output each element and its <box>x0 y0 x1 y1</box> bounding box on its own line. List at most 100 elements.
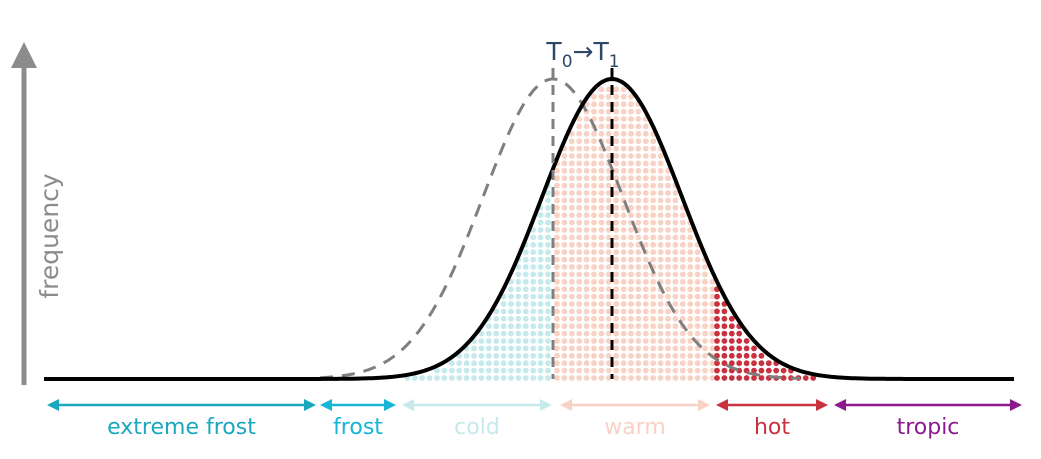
warm-dot <box>576 204 583 211</box>
hot-dot <box>736 330 743 337</box>
warm-dot <box>561 153 568 159</box>
warm-dot <box>576 123 583 130</box>
cold-dot <box>500 360 507 367</box>
warm-dot <box>613 116 620 122</box>
warm-dot <box>635 123 642 130</box>
warm-dot <box>687 278 694 285</box>
cold-dot <box>500 352 507 359</box>
warm-dot <box>598 101 605 108</box>
warm-dot <box>687 264 694 270</box>
warm-dot <box>687 241 694 248</box>
warm-dot <box>657 241 664 248</box>
warm-dot <box>605 323 612 330</box>
warm-dot <box>628 108 634 115</box>
warm-dot <box>576 375 583 381</box>
cold-dot <box>530 352 537 359</box>
warm-dot <box>694 375 701 381</box>
cold-dot <box>545 227 551 233</box>
warm-dot <box>642 338 649 344</box>
warm-dot <box>657 367 664 374</box>
warm-dot <box>554 360 560 367</box>
warm-dot <box>591 345 597 352</box>
warm-dot <box>642 153 649 159</box>
warm-dot <box>583 315 590 322</box>
warm-dot <box>650 367 657 374</box>
warm-dot <box>650 352 657 359</box>
warm-dot <box>657 167 664 174</box>
warm-dot <box>679 338 686 344</box>
warm-dot <box>605 256 612 263</box>
cold-dot <box>522 338 529 344</box>
cold-dot <box>545 271 551 278</box>
cold-dot <box>530 271 537 278</box>
warm-dot <box>554 219 560 226</box>
warm-dot <box>642 308 649 315</box>
warm-dot <box>583 308 590 315</box>
warm-dot <box>561 212 568 219</box>
warm-dot <box>650 138 657 145</box>
warm-dot <box>605 190 612 196</box>
warm-dot <box>665 182 671 189</box>
warm-dot <box>620 345 627 352</box>
warm-dot <box>568 249 575 256</box>
warm-dot <box>591 108 597 115</box>
cold-dot <box>441 367 448 374</box>
warm-dot <box>620 175 627 182</box>
cold-dot <box>500 301 507 307</box>
cold-dot <box>522 264 529 270</box>
warm-dot <box>620 249 627 256</box>
warm-dot <box>672 227 679 233</box>
warm-dot <box>628 301 634 307</box>
warm-dot <box>598 293 605 300</box>
warm-dot <box>709 308 716 315</box>
warm-dot <box>568 182 575 189</box>
cold-dot <box>515 375 522 381</box>
warm-dot <box>576 190 583 196</box>
cold-dot <box>522 271 529 278</box>
warm-dot <box>665 241 671 248</box>
warm-dot <box>628 264 634 270</box>
cold-dot <box>493 345 500 352</box>
cold-dot <box>515 301 522 307</box>
warm-dot <box>561 330 568 337</box>
warm-dot <box>598 204 605 211</box>
warm-dot <box>635 167 642 174</box>
warm-dot <box>657 204 664 211</box>
warm-dot <box>665 212 671 219</box>
t0-symbol: T <box>545 37 562 66</box>
cold-dot <box>515 271 522 278</box>
warm-dot <box>583 197 590 204</box>
warm-dot <box>642 375 649 381</box>
cold-dot <box>411 375 418 381</box>
cold-dot <box>530 345 537 352</box>
warm-dot <box>665 264 671 270</box>
warm-dot <box>598 116 605 122</box>
warm-dot <box>642 301 649 307</box>
warm-dot <box>694 360 701 367</box>
warm-dot <box>598 271 605 278</box>
warm-dot <box>583 116 590 122</box>
hot-dot <box>758 352 765 359</box>
warm-dot <box>591 219 597 226</box>
warm-dot <box>635 182 642 189</box>
warm-dot <box>635 190 642 196</box>
warm-dot <box>679 315 686 322</box>
region-frost-arrowhead-right <box>384 399 396 411</box>
warm-dot <box>576 212 583 219</box>
warm-dot <box>628 190 634 196</box>
cold-dot <box>545 204 551 211</box>
warm-dot <box>650 375 657 381</box>
warm-dot <box>561 345 568 352</box>
warm-dot <box>628 345 634 352</box>
warm-dot <box>628 271 634 278</box>
warm-dot <box>591 197 597 204</box>
warm-dot <box>687 308 694 315</box>
warm-dot <box>628 175 634 182</box>
warm-dot <box>613 138 620 145</box>
warm-dot <box>583 256 590 263</box>
hot-dot <box>743 375 750 381</box>
warm-dot <box>657 175 664 182</box>
warm-dot <box>709 338 716 344</box>
warm-dot <box>687 360 694 367</box>
probability-dot-fill <box>404 86 817 381</box>
